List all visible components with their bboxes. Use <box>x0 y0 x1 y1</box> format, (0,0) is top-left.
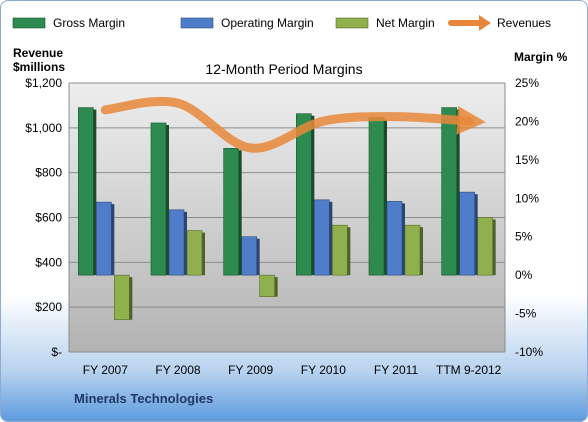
category-axis: FY 2007 FY 2008 FY 2009 FY 2010 FY 2011 TTM 9… <box>83 363 502 377</box>
right-axis-label: Margin % <box>514 50 568 64</box>
bar <box>150 122 167 276</box>
bar <box>168 209 185 276</box>
bar <box>96 201 112 276</box>
category-label: FY 2008 <box>155 363 200 377</box>
bar-side <box>420 227 423 276</box>
legend-label: Gross Margin <box>53 16 125 30</box>
bar-side <box>474 194 478 276</box>
bar-side <box>311 115 315 276</box>
category-label: FY 2007 <box>83 363 128 377</box>
right-tick-label: 0% <box>515 268 533 282</box>
left-tick-label: $1,000 <box>25 121 62 135</box>
right-tick-label: 10% <box>515 191 539 205</box>
category-label: TTM 9-2012 <box>436 363 502 377</box>
bar-side <box>129 277 133 320</box>
gridlines <box>68 82 506 353</box>
bar <box>241 236 257 276</box>
right-tick-label: 15% <box>515 153 539 167</box>
left-tick-label: $- <box>51 345 62 359</box>
legend-swatch <box>335 17 369 29</box>
legend-label: Net Margin <box>376 16 435 30</box>
legend-swatch <box>180 17 214 29</box>
bar <box>368 117 385 276</box>
bar-side <box>384 119 387 276</box>
chart-title: 12-Month Period Margins <box>205 61 362 77</box>
bar <box>223 148 239 276</box>
left-tick-label: $600 <box>35 211 62 225</box>
bar-side <box>492 219 496 276</box>
right-tick-label: -5% <box>515 307 537 321</box>
bar <box>441 107 457 276</box>
right-tick-label: 20% <box>515 114 539 128</box>
revenue-line <box>100 96 486 153</box>
legend-label: Revenues <box>497 16 551 30</box>
company-name: Minerals Technologies <box>74 391 213 406</box>
right-tick-label: 25% <box>515 76 539 90</box>
bar-series <box>78 107 496 321</box>
left-axis-label-line2: $millions <box>13 60 65 74</box>
bar <box>259 274 275 297</box>
left-tick-label: $200 <box>35 300 62 314</box>
bar-side <box>202 232 205 276</box>
bar <box>332 224 348 276</box>
category-label: FY 2011 <box>374 363 419 377</box>
bar-side <box>402 203 405 276</box>
revenue-line-path <box>100 96 486 153</box>
bar-side <box>456 109 460 276</box>
legend-arrow-revenues <box>479 15 491 31</box>
bar-side <box>93 109 97 276</box>
right-tick-label: -10% <box>515 345 543 359</box>
bar-side <box>256 238 260 276</box>
bar-side <box>347 227 351 276</box>
left-axis: $- $200 $400 $600 $800 $1,000 $1,200 <box>25 76 62 359</box>
bar <box>404 224 421 276</box>
bar-side <box>184 211 187 276</box>
bar <box>78 107 94 276</box>
left-tick-label: $400 <box>35 255 62 269</box>
bar-side <box>329 201 333 276</box>
bar <box>186 230 203 276</box>
bar <box>459 191 475 276</box>
bar <box>296 113 312 276</box>
bar-side <box>274 277 278 297</box>
left-tick-label: $1,200 <box>25 76 62 90</box>
right-axis: -10% -5% 0% 5% 10% 15% 20% 25% <box>515 76 543 359</box>
bar-side <box>166 124 169 276</box>
bar <box>477 217 493 276</box>
legend-label: Operating Margin <box>221 16 314 30</box>
bar-side <box>238 150 242 276</box>
left-tick-label: $800 <box>35 166 62 180</box>
bar <box>386 201 403 276</box>
category-label: FY 2009 <box>228 363 273 377</box>
bar <box>114 274 130 321</box>
right-tick-label: 5% <box>515 230 533 244</box>
bar <box>314 199 330 276</box>
legend: Gross Margin Operating Margin Net Margin Re… <box>12 15 551 31</box>
category-label: FY 2010 <box>301 363 346 377</box>
legend-swatch <box>12 17 46 29</box>
left-axis-label-line1: Revenue <box>13 46 63 60</box>
bar-side <box>111 204 115 276</box>
